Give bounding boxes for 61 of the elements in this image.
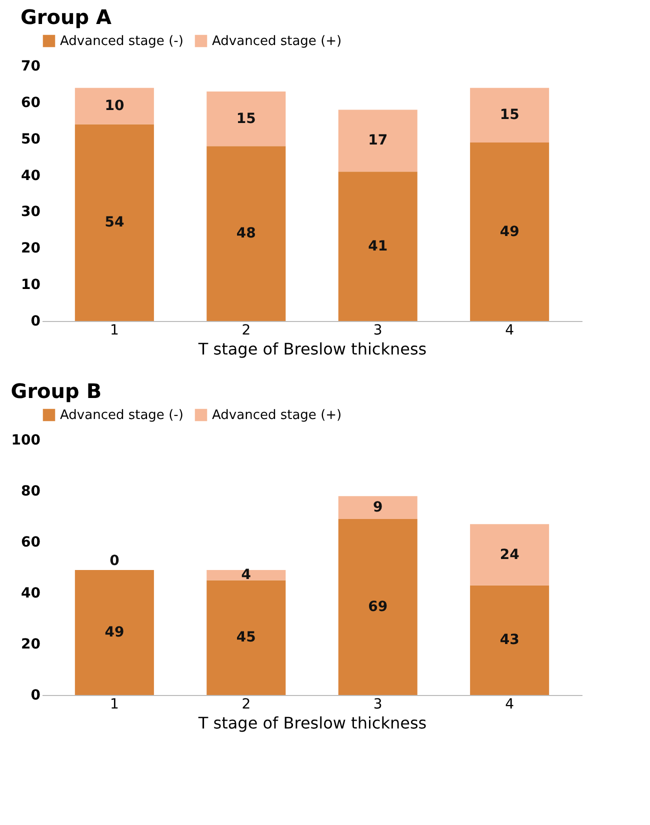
y-tick-label: 80	[21, 484, 41, 500]
bar	[206, 146, 286, 321]
data-label: 15	[236, 110, 256, 127]
y-tick-label: 60	[21, 94, 41, 111]
bar	[338, 496, 418, 520]
data-label: 45	[236, 630, 256, 646]
data-label: 41	[368, 238, 388, 254]
x-tick-label: 4	[505, 696, 514, 712]
y-tick-label: 0	[30, 688, 41, 704]
bar	[74, 88, 154, 124]
x-tick-label: 2	[242, 696, 251, 712]
data-label: 10	[104, 98, 124, 114]
bar	[206, 580, 286, 695]
x-tick-label: 1	[110, 696, 119, 712]
data-label: 24	[500, 546, 520, 563]
y-tick-label: 70	[21, 58, 41, 74]
x-tick-label: 4	[505, 322, 514, 338]
y-tick-label: 100	[11, 432, 41, 448]
x-tick-label: 2	[242, 322, 251, 338]
data-label: 49	[104, 624, 124, 641]
y-tick-label: 50	[21, 131, 41, 148]
legend-label: Advanced stage (-)	[60, 408, 184, 423]
bar	[206, 570, 286, 580]
x-tick-label: 1	[110, 322, 119, 338]
data-label: 15	[500, 107, 520, 124]
data-label: 4	[241, 567, 252, 584]
bar	[338, 110, 418, 172]
data-label: 48	[236, 226, 256, 242]
y-tick-label: 60	[21, 534, 41, 550]
data-label: 54	[104, 214, 124, 231]
bar	[470, 88, 550, 142]
x-tick-label: 3	[373, 322, 382, 338]
chart-title: Group A	[20, 5, 112, 29]
bar	[470, 585, 550, 695]
bar	[338, 172, 418, 321]
y-tick-label: 0	[30, 314, 41, 330]
bar	[74, 124, 154, 321]
y-tick-label: 20	[21, 240, 41, 257]
y-tick-label: 20	[21, 636, 41, 652]
legend-label: Advanced stage (-)	[60, 34, 184, 49]
bar	[206, 92, 286, 146]
data-label: 17	[368, 132, 388, 149]
chart-title: Group B	[10, 379, 102, 403]
data-label: 49	[500, 224, 520, 240]
bar	[470, 142, 550, 321]
bar	[74, 570, 154, 695]
data-label: 0	[110, 553, 120, 570]
data-label: 69	[368, 599, 388, 616]
y-tick-label: 40	[21, 586, 41, 602]
bar	[338, 519, 418, 695]
y-tick-label: 10	[21, 277, 41, 294]
y-tick-label: 40	[21, 168, 41, 184]
x-axis-title: T stage of Breslow thickness	[197, 714, 427, 732]
x-tick-label: 3	[373, 696, 382, 712]
legend-label: Advanced stage (+)	[212, 408, 342, 423]
data-label: 43	[500, 632, 520, 648]
legend-label: Advanced stage (+)	[212, 34, 342, 49]
bar	[470, 524, 550, 586]
data-label: 9	[372, 500, 383, 516]
x-axis-title: T stage of Breslow thickness	[197, 340, 427, 358]
y-tick-label: 30	[21, 204, 41, 220]
